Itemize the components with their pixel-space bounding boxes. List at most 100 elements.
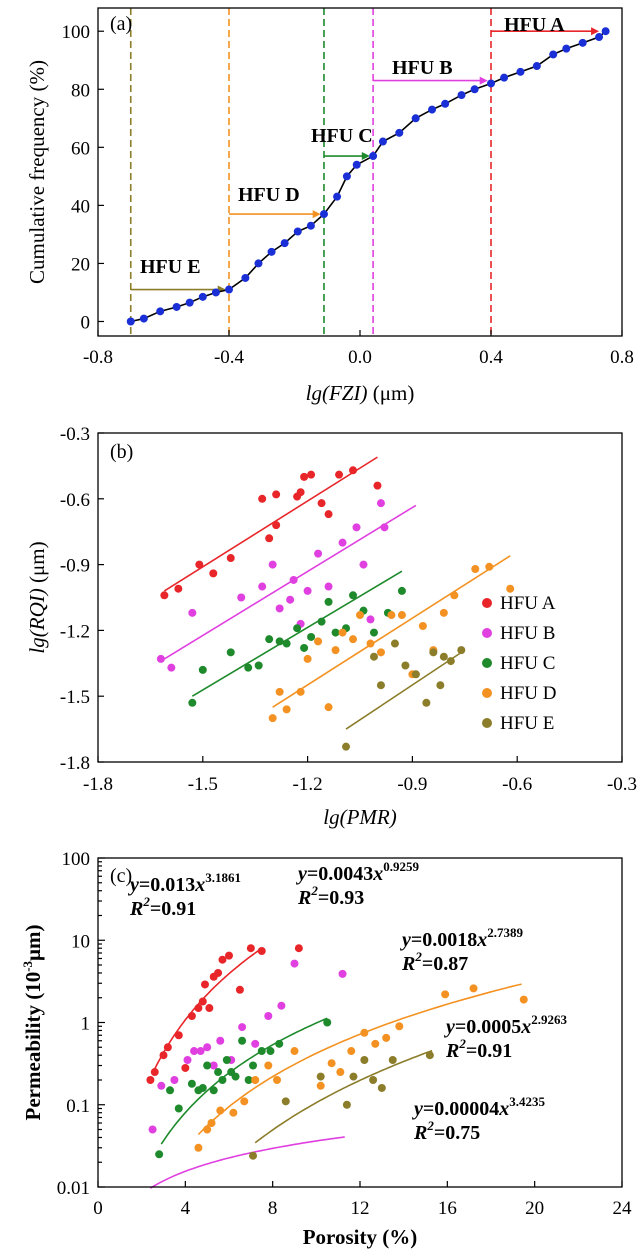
fit-curve <box>151 947 263 1074</box>
data-point <box>293 624 302 633</box>
eq-y: y <box>412 1098 423 1120</box>
data-point <box>126 317 135 326</box>
data-point <box>209 1061 218 1070</box>
data-point <box>282 639 291 648</box>
data-point <box>487 79 495 88</box>
y-tick-label: -1.8 <box>60 753 90 774</box>
data-point <box>303 586 312 595</box>
data-point <box>441 990 450 999</box>
data-point <box>225 285 233 294</box>
x-tick-label: 24 <box>613 1198 633 1219</box>
data-point <box>254 661 263 670</box>
data-point <box>319 210 328 219</box>
data-point <box>300 472 309 481</box>
y-tick-label: 10 <box>71 931 90 952</box>
data-point <box>174 1104 183 1113</box>
data-point <box>196 1047 205 1056</box>
data-point <box>469 984 478 993</box>
data-point <box>273 1075 282 1084</box>
r2-value: 0.75 <box>445 1122 480 1144</box>
data-point <box>300 643 309 652</box>
data-point <box>516 67 525 76</box>
fit-equation: y=0.0018x2.7389 <box>400 925 524 951</box>
y-tick-label: 0.01 <box>57 1178 90 1199</box>
data-point <box>324 597 333 606</box>
data-point <box>307 632 316 641</box>
data-point <box>397 611 406 620</box>
data-point <box>170 1075 179 1084</box>
x-tick-label: 20 <box>525 1198 544 1219</box>
r2-equals: = <box>434 1122 445 1144</box>
y-axis-title: lg(RQI) (μm) <box>25 541 49 653</box>
eq-coefficient: 0.0018 <box>422 929 477 951</box>
data-point <box>378 137 387 146</box>
data-point <box>314 549 323 558</box>
r2-sup: 2 <box>426 1118 434 1133</box>
fit-curve <box>197 983 522 1136</box>
y-tick-label: 0.1 <box>66 1096 90 1117</box>
data-point <box>209 1086 218 1095</box>
data-point <box>382 1033 391 1042</box>
panel-label: (a) <box>110 13 132 35</box>
data-point <box>238 1023 247 1032</box>
data-point <box>264 1011 273 1020</box>
fit-equation: y=0.00004x3.4235 <box>412 1094 546 1120</box>
data-point <box>231 1072 240 1081</box>
x-axis-title-var: lg(FZI) <box>306 381 368 405</box>
data-point <box>229 1108 238 1117</box>
data-point <box>267 247 276 256</box>
data-point <box>187 1011 196 1020</box>
data-point <box>264 1061 273 1070</box>
data-point <box>369 652 378 661</box>
cumulative-curve <box>130 30 607 323</box>
data-point <box>185 298 194 307</box>
eq-exponent: 2.9263 <box>531 1012 567 1027</box>
data-point <box>331 628 340 637</box>
eq-x: x <box>520 1016 531 1038</box>
data-point <box>411 670 420 679</box>
data-point <box>500 73 509 82</box>
hfu-arrow-head <box>361 152 370 161</box>
x-tick-label: -1.2 <box>293 774 323 795</box>
x-axis-title-unit: (μm) <box>367 381 414 405</box>
data-point <box>190 1047 199 1056</box>
data-point <box>595 33 604 42</box>
x-tick-label: 16 <box>438 1198 457 1219</box>
hfu-arrow-head <box>591 27 600 36</box>
data-point <box>296 687 305 696</box>
r2-sup: 2 <box>458 1036 466 1051</box>
data-point <box>307 470 316 479</box>
data-point <box>470 85 479 94</box>
data-point <box>366 615 375 624</box>
legend-label: HFU D <box>500 683 556 704</box>
eq-y: y <box>128 874 139 896</box>
data-point <box>218 1075 227 1084</box>
fit-line <box>345 649 466 730</box>
r2-r: R <box>129 898 143 920</box>
data-point <box>277 1001 286 1010</box>
y-tick-label: 0 <box>81 312 91 333</box>
data-point <box>174 1031 183 1040</box>
eq-exponent: 0.9259 <box>383 859 419 874</box>
data-point <box>446 657 455 666</box>
x-tick-label: 0 <box>93 1198 103 1219</box>
data-point <box>254 259 263 268</box>
data-point <box>359 560 368 569</box>
data-point <box>272 521 281 530</box>
data-point <box>216 1036 225 1045</box>
legend-label: HFU C <box>500 653 555 674</box>
data-point <box>450 591 459 600</box>
r2-r: R <box>445 1040 459 1062</box>
legend-marker <box>482 718 492 728</box>
fit-curve <box>254 1049 433 1144</box>
data-point <box>439 652 448 661</box>
data-point <box>323 1018 332 1027</box>
data-point <box>275 1039 284 1048</box>
panel-c: y=0.013x3.1861R2=0.91y=0.0043x0.9259R2=0… <box>20 849 632 1249</box>
data-point <box>139 314 148 323</box>
data-point <box>349 591 358 600</box>
data-point <box>281 1097 290 1106</box>
hfu-label: HFU A <box>504 14 565 36</box>
data-point <box>160 591 169 600</box>
